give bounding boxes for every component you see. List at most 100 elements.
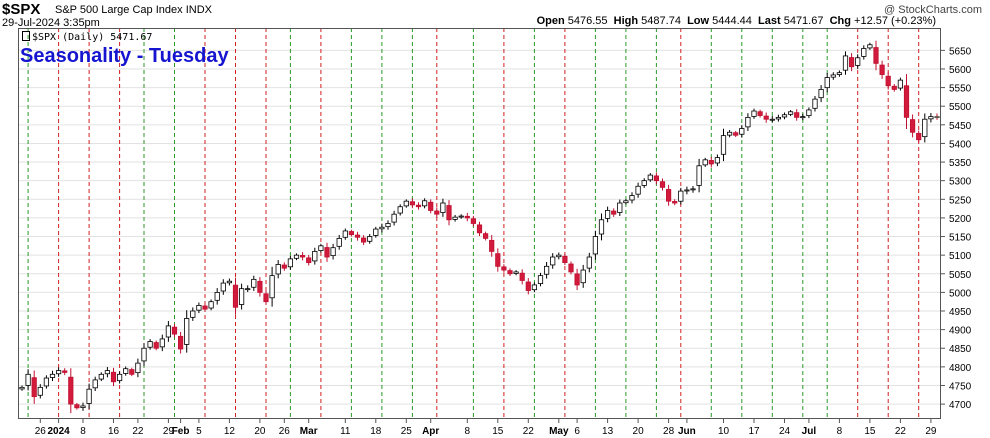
candle-body	[934, 116, 940, 119]
candle-body	[190, 310, 196, 318]
candle-body	[245, 288, 251, 291]
candle-body	[525, 281, 531, 291]
x-tick-label: Mar	[300, 426, 318, 437]
x-tick-label: 29	[925, 426, 937, 437]
candle-body	[910, 119, 916, 133]
candle-body	[104, 370, 110, 375]
candle-body	[769, 118, 775, 121]
candle-body	[867, 44, 873, 49]
candle-body	[507, 270, 513, 275]
candle-body	[348, 231, 354, 236]
high-value: 5487.74	[641, 15, 681, 27]
candle-body	[836, 72, 842, 75]
series-legend: $SPX (Daily) 5471.67	[22, 31, 152, 43]
x-tick-label: 26	[35, 426, 47, 437]
y-tick-label: 5300	[949, 177, 972, 188]
x-tick-label: May	[549, 426, 569, 437]
exchange-text: INDX	[185, 4, 212, 16]
candle-body	[757, 111, 763, 116]
candle-body	[818, 89, 824, 99]
candle-body	[92, 379, 98, 389]
candle-body	[257, 280, 263, 293]
y-tick-label: 4750	[949, 381, 972, 392]
y-tick-label: 5050	[949, 270, 972, 281]
candle-body	[476, 224, 483, 234]
x-tick-label: Jun	[678, 426, 696, 437]
x-tick-label: 25	[401, 426, 413, 437]
x-tick-label: 2024	[47, 426, 70, 437]
candle-body	[781, 114, 788, 118]
candle-body	[495, 253, 501, 267]
candle-body	[763, 115, 769, 120]
candle-body	[928, 116, 934, 120]
candle-body	[855, 57, 861, 66]
candle-body	[269, 275, 275, 299]
candle-body	[159, 338, 165, 348]
candle-legend-icon	[22, 31, 30, 41]
y-tick-label: 5350	[949, 158, 972, 169]
candle-body	[135, 362, 141, 374]
candle-body	[794, 112, 800, 118]
x-tick-label: 17	[748, 426, 760, 437]
y-tick-label: 5150	[949, 233, 972, 244]
candle-body	[568, 263, 574, 273]
candle-body	[56, 370, 62, 375]
legend-text: $SPX (Daily) 5471.67	[32, 32, 153, 43]
candle-body	[397, 206, 403, 214]
y-tick-label: 5550	[949, 84, 972, 95]
candle-body	[336, 237, 342, 247]
candle-body	[226, 280, 232, 284]
x-tick-label: 28	[663, 426, 675, 437]
open-value: 5476.55	[567, 15, 608, 27]
x-tick-label: 26	[279, 426, 291, 437]
candle-body	[702, 159, 708, 166]
candle-body	[885, 75, 891, 87]
x-tick-label: 5	[196, 426, 202, 437]
candle-body	[129, 369, 135, 375]
candle-body	[68, 376, 74, 405]
high-label: High	[613, 15, 639, 27]
stockcharts-watermark: @ StockCharts.com	[884, 4, 982, 16]
candle-body	[635, 185, 641, 195]
x-tick-label: Apr	[422, 426, 439, 437]
candle-body	[403, 200, 409, 207]
x-tick-label: 8	[80, 426, 86, 437]
y-tick-label: 5200	[949, 214, 972, 225]
candle-body	[617, 202, 623, 213]
x-tick-label: 13	[602, 426, 614, 437]
candle-body	[775, 116, 781, 120]
candle-body	[519, 272, 525, 281]
candle-body	[263, 293, 269, 303]
candle-body	[117, 373, 123, 382]
x-tick-label: 12	[224, 426, 236, 437]
x-tick-label: 8	[837, 426, 843, 437]
candle-body	[550, 256, 556, 266]
candle-body	[812, 98, 818, 109]
candle-body	[824, 77, 830, 89]
candle-body	[537, 275, 544, 284]
chart-date-time: 29-Jul-2024 3:35pm	[2, 17, 100, 29]
candle-body	[452, 216, 458, 220]
candle-body	[232, 284, 239, 308]
candle-body	[739, 128, 745, 135]
candle-body	[43, 377, 49, 387]
candle-body	[379, 226, 385, 230]
candle-body	[916, 132, 922, 141]
candle-body	[470, 218, 476, 224]
candle-body	[19, 386, 25, 390]
chg-value: +12.57 (+0.23%)	[854, 15, 936, 27]
candle-body	[31, 377, 37, 398]
candle-body	[544, 265, 550, 275]
candle-body	[275, 264, 281, 275]
candle-body	[562, 255, 568, 264]
candle-body	[592, 236, 598, 255]
x-tick-label: 15	[864, 426, 876, 437]
candle-body	[830, 74, 836, 78]
candle-body	[25, 373, 31, 386]
y-tick-label: 5100	[949, 251, 972, 262]
candle-body	[165, 325, 171, 338]
candle-body	[98, 373, 104, 380]
candle-body	[922, 118, 928, 138]
x-tick-label: 10	[718, 426, 730, 437]
